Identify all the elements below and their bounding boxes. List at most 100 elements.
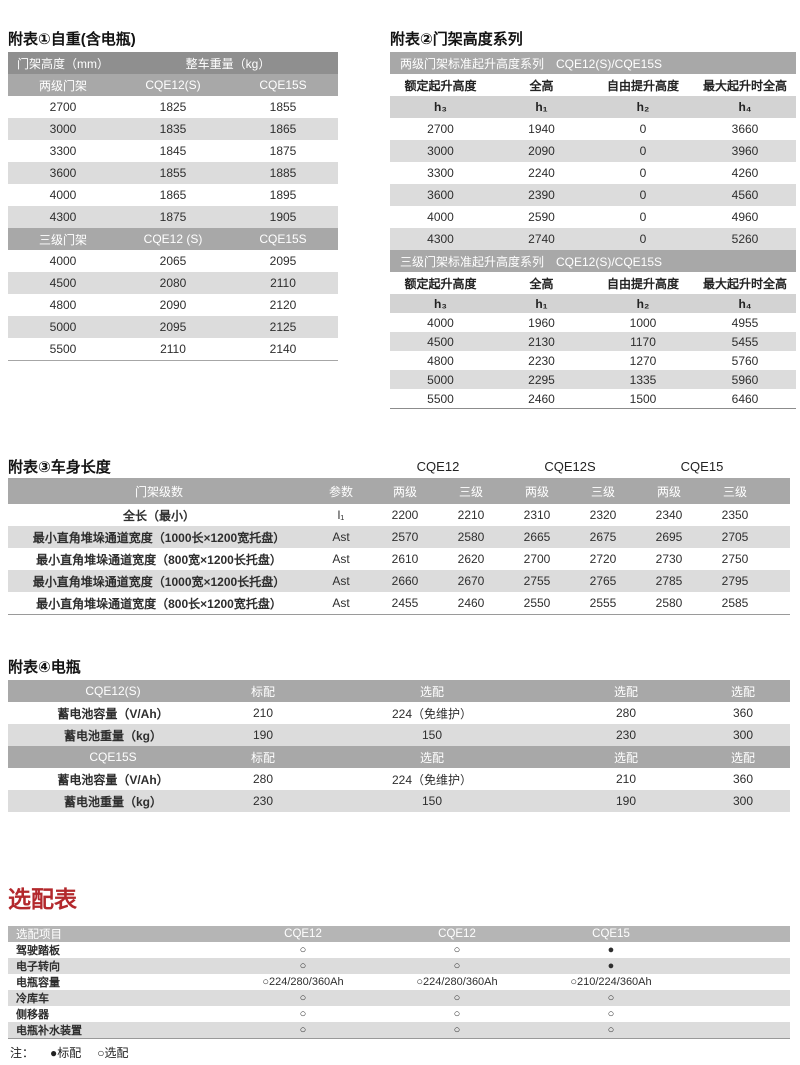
table-cell: 蓄电池容量（V/Ah） [57, 706, 169, 721]
table-cell: 2660 [391, 574, 419, 588]
table-cell: 2110 [160, 342, 186, 356]
table-cell: 蓄电池容量（V/Ah） [57, 772, 169, 787]
table-cell: 0 [639, 232, 647, 246]
table-cell: ○ [453, 992, 461, 1004]
table-cell: 2460 [457, 596, 485, 610]
table-cell: 5000 [427, 372, 454, 387]
legend-standard: ●标配 [50, 1046, 82, 1060]
table-cell: 2580 [457, 530, 485, 544]
table-cell: 1335 [629, 372, 657, 387]
table-row: 4000 2065 2095 [8, 250, 338, 272]
table-header-cell: h₃ [434, 100, 447, 114]
table-header-cell: 选配 [730, 750, 755, 765]
table-cell: 2295 [528, 372, 555, 387]
table-cell: 2125 [269, 320, 297, 334]
table-header-row: 两级门架标准起升高度系列 CQE12(S)/CQE15S [390, 52, 796, 74]
table-header-row: 三级门架 CQE12 (S) CQE15S [8, 228, 338, 250]
table-cell: 4300 [49, 210, 77, 224]
body-length-section: 附表③车身长度 CQE12 CQE12S CQE15 门架级数 参数 两级 三级… [8, 455, 790, 615]
table-cell: 2080 [159, 276, 187, 290]
table-cell: 4955 [731, 315, 759, 330]
table-cell: 2130 [528, 334, 555, 349]
table-cell: ○ [453, 1024, 461, 1036]
table-row: 2700 1940 0 3660 [390, 118, 796, 140]
table-row: 最小直角堆垛通道宽度（800宽×1200长托盘） Ast 2610 2620 2700 2… [8, 548, 790, 570]
table-cell: ○ [299, 960, 307, 972]
table-row: 5500 2460 1500 6460 [390, 389, 796, 408]
table-cell: 2695 [655, 530, 683, 544]
table-cell: 1855 [269, 100, 297, 114]
table-cell: 224（免维护） [391, 706, 473, 721]
table-header-cell: 两级门架 [38, 78, 87, 93]
table-cell: 蓄电池重量（kg） [63, 728, 162, 743]
table-row: 最小直角堆垛通道宽度（800长×1200宽托盘） Ast 2455 2460 2550 2… [8, 592, 790, 614]
table-cell: 210 [252, 706, 274, 720]
table-header-cell: CQE12(S) [145, 78, 201, 92]
mast-height-section: 附表②门架高度系列 两级门架标准起升高度系列 CQE12(S)/CQE15S 额定… [390, 30, 796, 409]
table-cell: 2720 [589, 552, 617, 566]
table-header-cell: h₄ [738, 296, 752, 311]
table-cell: 2230 [528, 353, 555, 368]
table-cell: 5760 [731, 353, 759, 368]
table-cell: 1905 [269, 210, 297, 224]
table-cell: 2705 [721, 530, 749, 544]
table-row: 最小直角堆垛通道宽度（1000长×1200宽托盘） Ast 2570 2580 2665… [8, 526, 790, 548]
table-cell: 最小直角堆垛通道宽度（800宽×1200长托盘） [36, 552, 282, 567]
table-row: 4800 2090 2120 [8, 294, 338, 316]
table-cell: 0 [639, 166, 647, 180]
body-length-table: 附表③车身长度 CQE12 CQE12S CQE15 门架级数 参数 两级 三级… [8, 455, 790, 615]
table-row: 5000 2095 2125 [8, 316, 338, 338]
table-cell: 230 [252, 794, 274, 808]
table-cell: 3300 [427, 166, 454, 180]
table-cell: 300 [732, 728, 754, 742]
table-cell: ○224/280/360Ah [416, 976, 498, 988]
table-cell: 224（免维护） [391, 772, 473, 787]
table-cell: 2350 [721, 508, 749, 522]
table-cell: 1875 [159, 210, 187, 224]
table-header-cell: 最大起升时全高 [702, 78, 787, 93]
table-header-row: 门架高度（mm） 整车重量（kg） [8, 52, 338, 74]
table-cell: 1875 [269, 144, 297, 158]
table-cell: 0 [639, 122, 647, 136]
table-cell: 2580 [655, 596, 683, 610]
table-row: 4000 1960 1000 4955 [390, 313, 796, 332]
table-cell: 侧移器 [16, 1009, 49, 1021]
table-body: 全长（最小） l₁ 2200 2210 2310 2320 2340 2350 最小直角堆垛通道… [8, 504, 790, 614]
table-cell: 2390 [528, 188, 555, 202]
table-row: 2700 1825 1855 [8, 96, 338, 118]
table-body: 选配项目 CQE12 CQE12 CQE15 驾驶踏板 ○ ○ ● 电子转向 ○ ○ ● 电瓶容量 ○22… [8, 926, 790, 1038]
model-group-row: 附表③车身长度 CQE12 CQE12S CQE15 [8, 455, 790, 478]
table-cell: 2740 [528, 232, 555, 246]
table-row: 蓄电池容量（V/Ah） 210 224（免维护） 280 360 [8, 702, 790, 724]
table-cell: 4300 [427, 232, 454, 246]
table-header-cell: 标配 [250, 684, 275, 699]
table-header-cell: CQE12 [284, 928, 322, 940]
table-cell: 6460 [731, 391, 759, 406]
self-weight-section: 附表①自重(含电瓶) 门架高度（mm） 整车重量（kg） 两级门架 CQE12(S… [8, 30, 338, 361]
table-cell: ○ [299, 944, 307, 956]
table-header-cell: 两级门架标准起升高度系列 CQE12(S)/CQE15S [400, 56, 663, 71]
table-cell: 2585 [721, 596, 749, 610]
spacer-cell [310, 455, 372, 478]
table-cell: 最小直角堆垛通道宽度（1000长×1200宽托盘） [32, 530, 286, 545]
table-cell: 5960 [731, 372, 759, 387]
table-cell: 2095 [269, 254, 297, 268]
table-cell: 2120 [269, 298, 297, 312]
table-header-cell: CQE12 (S) [143, 232, 203, 246]
table-row: 3300 1845 1875 [8, 140, 338, 162]
table-cell: 2700 [523, 552, 551, 566]
table-header-cell: 全高 [529, 276, 554, 291]
table-cell: 3300 [49, 144, 77, 158]
table-cell: 蓄电池重量（kg） [63, 794, 162, 809]
table-cell: 0 [639, 210, 647, 224]
table-cell: 5500 [427, 391, 454, 406]
table-header-cell: h₄ [738, 100, 752, 114]
table-cell: 280 [615, 706, 637, 720]
model-group-label: CQE12S [544, 459, 596, 474]
table-cell: Ast [332, 596, 350, 610]
table-cell: ● [607, 960, 615, 972]
table-cell: 4000 [49, 254, 77, 268]
table-cell: 最小直角堆垛通道宽度（800长×1200宽托盘） [36, 596, 282, 611]
table-cell: 2550 [523, 596, 551, 610]
table-cell: 2765 [589, 574, 617, 588]
